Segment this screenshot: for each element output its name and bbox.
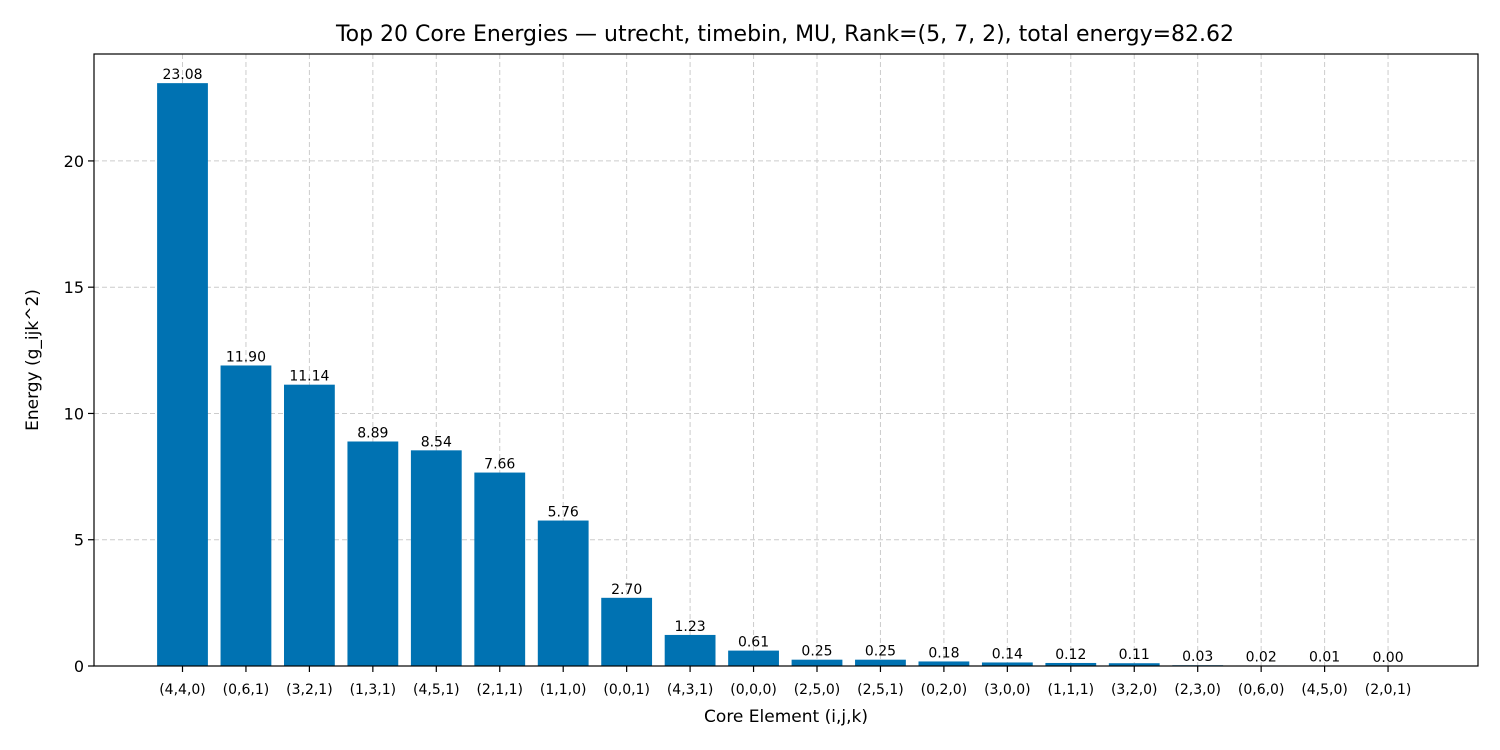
- x-tick-label: (4,5,0): [1301, 682, 1348, 698]
- x-tick-label: (2,0,1): [1365, 682, 1412, 698]
- x-tick-label: (1,3,1): [350, 682, 397, 698]
- y-tick-label: 15: [64, 278, 84, 297]
- chart-title: Top 20 Core Energies — utrecht, timebin,…: [335, 22, 1234, 47]
- bar-value-label: 8.54: [421, 434, 452, 450]
- bar-value-label: 0.12: [1055, 647, 1086, 663]
- bar-value-label: 0.02: [1246, 649, 1277, 665]
- data-labels: 23.08 11.90 11.14 8.89 8.54 7.66 5.76 2.70 1.23 0…: [162, 67, 1403, 666]
- bar: [855, 659, 906, 666]
- bar: [918, 661, 970, 666]
- x-tick-label: (2,5,1): [857, 682, 904, 698]
- x-axis-label: Core Element (i,j,k): [704, 707, 868, 727]
- bar: [537, 520, 589, 666]
- x-tick-label: (0,6,0): [1238, 682, 1285, 698]
- bar-value-label: 0.01: [1309, 650, 1340, 666]
- bar: [981, 662, 1033, 666]
- y-axis-ticks: 0 5 10 15 20: [64, 152, 94, 676]
- x-tick-label: (2,3,0): [1174, 682, 1221, 698]
- y-tick-label: 10: [64, 404, 84, 423]
- bar-value-label: 0.00: [1372, 650, 1403, 666]
- y-tick-label: 0: [74, 657, 84, 676]
- bar: [1108, 663, 1160, 666]
- bar-value-label: 0.18: [928, 645, 959, 661]
- bar-value-label: 5.76: [548, 505, 579, 521]
- bar: [791, 659, 843, 666]
- bar: [728, 650, 779, 666]
- x-tick-label: (3,2,0): [1111, 682, 1158, 698]
- bar: [664, 634, 716, 666]
- x-tick-label: (2,5,0): [794, 682, 841, 698]
- bar: [284, 384, 335, 666]
- x-tick-label: (3,2,1): [286, 682, 333, 698]
- bar-value-label: 8.89: [357, 425, 388, 441]
- bar-value-label: 0.11: [1119, 647, 1150, 663]
- bar-value-label: 11.14: [289, 369, 329, 385]
- bar-value-label: 1.23: [675, 619, 706, 635]
- x-axis-ticks: (4,4,0) (0,6,1) (3,2,1) (1,3,1) (4,5,1) (2,1,…: [159, 666, 1411, 698]
- x-tick-label: (3,0,0): [984, 682, 1031, 698]
- grid-lines: [94, 54, 1478, 667]
- x-tick-label: (4,3,1): [667, 682, 714, 698]
- plot-frame: [93, 53, 1479, 667]
- bar-value-label: 23.08: [162, 67, 202, 83]
- y-tick-label: 20: [64, 152, 84, 171]
- bar-value-label: 0.25: [865, 644, 896, 660]
- bar-value-label: 2.70: [611, 582, 642, 598]
- x-tick-label: (0,0,0): [730, 682, 777, 698]
- x-tick-label: (0,6,1): [223, 682, 270, 698]
- x-tick-label: (0,0,1): [603, 682, 650, 698]
- bar: [1045, 662, 1097, 666]
- bar-value-label: 0.25: [801, 644, 832, 660]
- x-tick-label: (4,5,1): [413, 682, 460, 698]
- x-tick-label: (1,1,1): [1048, 682, 1095, 698]
- x-tick-label: (2,1,1): [476, 682, 523, 698]
- bar: [474, 472, 526, 666]
- bar-value-label: 0.03: [1182, 649, 1213, 665]
- bar: [601, 597, 653, 666]
- y-axis-label: Energy (g_ijk^2): [23, 289, 43, 431]
- bar-value-label: 0.61: [738, 635, 769, 651]
- bar-value-label: 11.90: [226, 349, 266, 365]
- bars: [157, 83, 1350, 666]
- x-tick-label: (1,1,0): [540, 682, 587, 698]
- x-tick-label: (0,2,0): [921, 682, 968, 698]
- bar: [410, 450, 462, 666]
- bar: [157, 83, 208, 666]
- x-tick-label: (4,4,0): [159, 682, 206, 698]
- bar-value-label: 0.14: [992, 646, 1023, 662]
- bar: [347, 441, 399, 666]
- y-tick-label: 5: [74, 531, 84, 550]
- bar-value-label: 7.66: [484, 457, 515, 473]
- bar: [220, 365, 272, 666]
